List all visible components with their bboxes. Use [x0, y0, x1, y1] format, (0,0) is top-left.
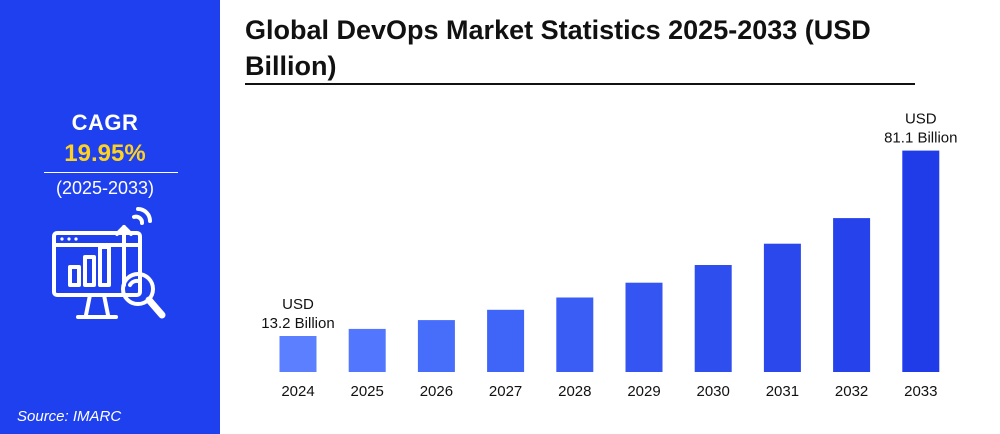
x-tick-label: 2029 — [627, 383, 660, 400]
x-tick-label: 2027 — [489, 383, 522, 400]
x-tick-label: 2026 — [420, 383, 453, 400]
cagr-value: 19.95% — [64, 140, 146, 167]
source-label: Source: IMARC — [17, 408, 122, 425]
x-tick-label: 2032 — [835, 383, 868, 400]
bar-2027 — [487, 309, 525, 372]
cagr-label: CAGR — [71, 110, 139, 135]
x-tick-label: 2025 — [351, 383, 384, 400]
data-label-currency: USD — [282, 296, 314, 313]
bar-2030 — [694, 265, 732, 372]
data-label-2024: USD 13.2 Billion — [261, 296, 334, 332]
x-tick-label: 2031 — [766, 383, 799, 400]
bar-2031 — [763, 243, 801, 372]
x-tick-label: 2024 — [281, 383, 314, 400]
x-tick-label: 2030 — [697, 383, 730, 400]
chart-title: Global DevOps Market Statistics 2025-203… — [245, 15, 871, 81]
bar-2028 — [556, 297, 594, 372]
bar-2024 — [279, 336, 317, 372]
x-tick-label: 2033 — [904, 383, 937, 400]
data-label-value: 81.1 Billion — [884, 130, 957, 147]
x-tick-label: 2028 — [558, 383, 591, 400]
bar-2033 — [902, 150, 940, 372]
bar-2025 — [348, 328, 386, 372]
data-label-currency: USD — [905, 111, 937, 128]
analytics-monitor-magnifier-icon — [52, 207, 166, 319]
bar-2029 — [625, 282, 663, 372]
bar-2026 — [417, 320, 455, 372]
data-label-value: 13.2 Billion — [261, 315, 334, 332]
data-label-2033: USD 81.1 Billion — [884, 111, 957, 147]
cagr-divider — [44, 172, 178, 173]
cagr-sidebar: CAGR 19.95% (2025-2033) Source: IMARC — [0, 0, 220, 434]
cagr-period: (2025-2033) — [55, 178, 155, 198]
bar-chart: 2024 2025 2026 2027 2028 2029 2030 2031 2032 2033… — [261, 111, 957, 400]
title-rule — [245, 83, 915, 85]
bar-2032 — [833, 218, 871, 372]
